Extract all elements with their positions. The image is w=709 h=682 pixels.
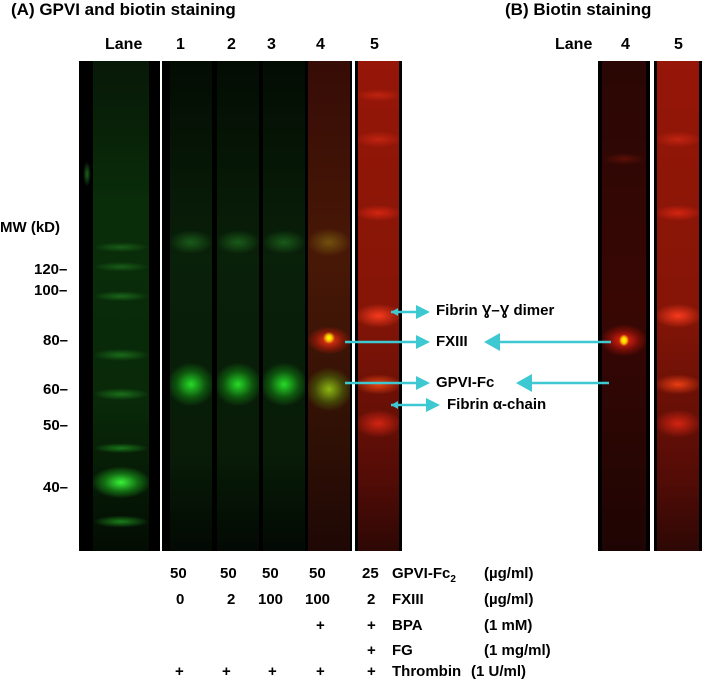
cond-gpvi-5: 25: [362, 565, 379, 582]
cond-thrombin-5: +: [367, 663, 376, 680]
lane-number-2: 2: [227, 36, 236, 53]
lane-number-b5: 5: [674, 36, 683, 53]
lane-number-4: 4: [316, 36, 325, 53]
cond-label-gpvi: GPVI-Fc2: [392, 565, 456, 585]
cond-bpa-5: +: [367, 617, 376, 634]
mw-marker-120: 120–: [34, 261, 68, 278]
mw-marker-50: 50–: [43, 417, 69, 434]
lane-number-b4: 4: [621, 36, 630, 53]
label-gpvi-fc: GPVI-Fc: [436, 374, 495, 391]
mw-marker-60: 60–: [43, 381, 69, 398]
cond-unit-fxiii: (µg/ml): [484, 591, 534, 608]
cond-fxiii-3: 100: [258, 591, 284, 608]
panel-a-title: (A) GPVI and biotin staining: [11, 0, 236, 19]
mw-title: MW (kD): [0, 219, 60, 236]
cond-thrombin-3: +: [268, 663, 277, 680]
cond-fxiii-4: 100: [305, 591, 331, 608]
cond-unit-gpvi: (µg/ml): [484, 565, 534, 582]
cond-gpvi-2: 50: [220, 565, 237, 582]
mw-marker-80: 80–: [43, 332, 69, 349]
label-fibrin-alpha: Fibrin α-chain: [447, 396, 547, 413]
lane-number-5: 5: [370, 36, 379, 53]
label-fxiii: FXIII: [436, 333, 468, 350]
cond-unit-fg: (1 mg/ml): [484, 642, 551, 659]
cond-thrombin-2: +: [222, 663, 231, 680]
mw-marker-100: 100–: [34, 282, 68, 299]
blot-lane-5b: [654, 61, 702, 551]
lane-number-1: 1: [176, 36, 185, 53]
cond-fxiii-1: 0: [176, 591, 185, 608]
mw-marker-40: 40–: [43, 479, 69, 496]
cond-fxiii-5: 2: [367, 591, 376, 608]
cond-label-fxiii: FXIII: [392, 591, 424, 608]
lane-number-3: 3: [267, 36, 276, 53]
label-fibrin-dimer: Fibrin Ɣ–Ɣ dimer: [436, 302, 555, 319]
lane-label-b: Lane: [555, 36, 593, 53]
cond-label-thrombin: Thrombin: [392, 663, 462, 680]
cond-fg-5: +: [367, 642, 376, 659]
cond-thrombin-1: +: [175, 663, 184, 680]
cond-bpa-4: +: [316, 617, 325, 634]
cond-gpvi-1: 50: [170, 565, 187, 582]
cond-label-fg: FG: [392, 642, 413, 659]
cond-unit-bpa: (1 mM): [484, 617, 533, 634]
cond-label-bpa: BPA: [392, 617, 423, 634]
panel-b-title: (B) Biotin staining: [505, 0, 652, 19]
cond-gpvi-4: 50: [309, 565, 326, 582]
cond-fxiii-2: 2: [227, 591, 236, 608]
cond-thrombin-4: +: [316, 663, 325, 680]
cond-gpvi-3: 50: [262, 565, 279, 582]
blot-marker-lane: [79, 61, 160, 551]
blot-lane-5a: [355, 61, 402, 551]
blot-lanes-1-4: [162, 61, 352, 551]
blot-lane-4b: [598, 61, 650, 551]
lane-label-a: Lane: [105, 36, 143, 53]
cond-unit-thrombin: (1 U/ml): [471, 663, 527, 680]
